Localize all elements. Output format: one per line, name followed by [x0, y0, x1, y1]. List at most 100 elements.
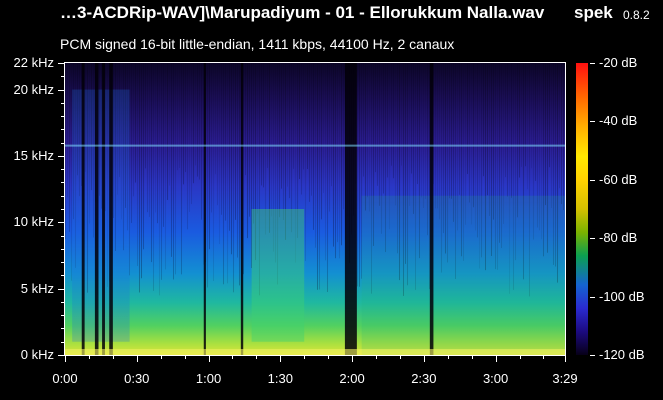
frequency-minor-tick: [61, 315, 64, 316]
spectrum-streak: [445, 63, 446, 254]
db-tick-label: -40 dB: [599, 113, 638, 129]
spectrum-streak: [421, 63, 422, 198]
db-tick: [590, 121, 595, 122]
spectrum-streak: [491, 63, 492, 256]
spectrum-streak: [465, 63, 466, 225]
spectrum-streak: [411, 63, 412, 174]
spectrum-streak: [173, 63, 174, 280]
spectrum-streak: [409, 63, 410, 206]
spectrum-streak: [483, 63, 484, 177]
spectrum-streak: [121, 63, 122, 220]
spectrum-streak: [363, 63, 364, 177]
spectrum-streak: [257, 63, 258, 214]
frequency-minor-tick: [61, 249, 64, 250]
spectrum-streak: [451, 63, 452, 199]
silence-band: [109, 63, 113, 355]
spectrum-streak: [403, 63, 404, 296]
frequency-minor-tick: [61, 169, 64, 170]
spectrum-streak: [449, 63, 450, 199]
spectrum-streak: [551, 63, 552, 208]
spectrum-streak: [135, 63, 136, 183]
intro-region: [72, 89, 130, 342]
spectrum-streak: [283, 63, 284, 221]
spectrum-streak: [85, 63, 86, 172]
spectrum-streak: [101, 63, 102, 209]
time-tick-label: 1:30: [267, 371, 293, 386]
spectrum-streak: [401, 63, 402, 166]
spectrum-streak: [477, 63, 478, 238]
spectrum-streak: [533, 63, 534, 240]
time-tick: [424, 356, 425, 362]
spectrum-streak: [513, 63, 514, 290]
spectrum-streak: [249, 63, 250, 217]
time-minor-tick: [472, 356, 473, 359]
plot-frame-top: [64, 62, 566, 63]
db-tick: [590, 297, 595, 298]
silence-band: [240, 63, 244, 355]
spectrum-streak: [209, 63, 210, 250]
spectrum-streak: [309, 63, 310, 202]
spectrum-streak: [387, 63, 388, 178]
time-tick-label: 1:00: [195, 371, 222, 386]
frequency-minor-tick: [61, 182, 64, 183]
time-minor-tick: [520, 356, 521, 359]
spectrum-streak: [227, 63, 228, 284]
time-minor-tick: [113, 356, 114, 359]
db-colorbar: [576, 63, 588, 355]
spectrum-streak: [107, 63, 108, 287]
spectrum-streak: [251, 63, 252, 269]
spectrum-streak: [339, 63, 340, 259]
spectrogram-overlay: [65, 63, 565, 355]
spectrum-streak: [379, 63, 380, 206]
spectrum-streak: [175, 63, 176, 275]
spectrum-streak: [273, 63, 274, 252]
silence-band: [94, 63, 99, 355]
time-minor-tick: [543, 356, 544, 359]
spectrum-streak: [161, 63, 162, 280]
spectrum-streak: [279, 63, 280, 218]
frequency-minor-tick: [61, 236, 64, 237]
vocal-region: [251, 209, 305, 342]
db-tick-label: -100 dB: [599, 288, 645, 304]
spectrum-streak: [105, 63, 106, 212]
spectrum-streak: [231, 63, 232, 255]
spectrum-streak: [413, 63, 414, 214]
spectrum-streak: [143, 63, 144, 250]
spectrum-streak: [165, 63, 166, 270]
spectrum-streak: [407, 63, 408, 286]
spectrum-streak: [159, 63, 160, 296]
frequency-tick: [58, 63, 64, 64]
spectrum-streak: [383, 63, 384, 194]
spectrum-streak: [191, 63, 192, 205]
spectrum-streak: [399, 63, 400, 281]
spectrum-streak: [229, 63, 230, 231]
spectrum-streak: [375, 63, 376, 173]
spectrum-streak: [141, 63, 142, 279]
spectrum-streak: [201, 63, 202, 220]
spectrum-streak: [225, 63, 226, 221]
spectrum-streak: [325, 63, 326, 261]
frequency-minor-tick: [61, 143, 64, 144]
spectrum-streak: [527, 63, 528, 190]
spectrum-streak: [371, 63, 372, 294]
time-tick: [565, 356, 566, 362]
spectrum-streak: [495, 63, 496, 270]
spectrum-streak: [93, 63, 94, 238]
spectrum-streak: [393, 63, 394, 179]
spectrum-streak: [437, 63, 438, 209]
spectrum-streak: [67, 63, 68, 198]
spectrum-streak: [69, 63, 70, 232]
spectrum-streak: [215, 63, 216, 175]
spectrum-streak: [265, 63, 266, 235]
spectrum-streak: [433, 63, 434, 185]
spectrum-streak: [485, 63, 486, 271]
spectrum-streak: [237, 63, 238, 258]
spectrum-streak: [157, 63, 158, 224]
spectrum-streak: [541, 63, 542, 240]
spectrum-streak: [275, 63, 276, 263]
spectrum-streak: [269, 63, 270, 233]
spectrum-streak: [291, 63, 292, 233]
spectrum-streak: [429, 63, 430, 290]
spectrum-streak: [301, 63, 302, 195]
spectrum-streak: [335, 63, 336, 259]
